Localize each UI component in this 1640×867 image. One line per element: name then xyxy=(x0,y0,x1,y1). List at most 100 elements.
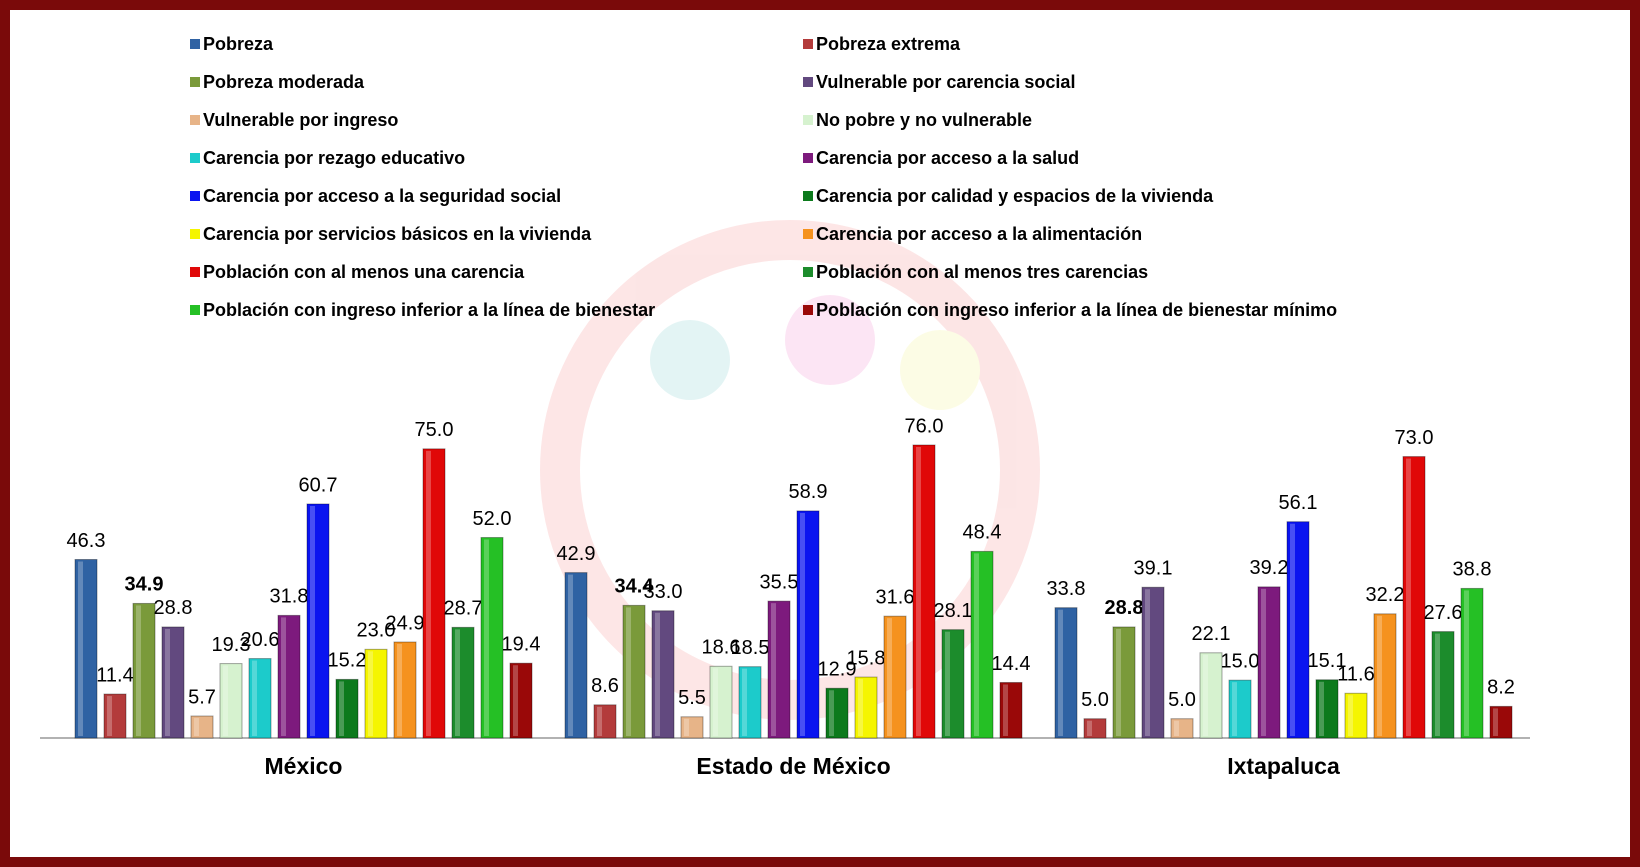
legend-swatch xyxy=(803,115,813,125)
bar-highlight xyxy=(368,651,373,736)
value-label: 31.8 xyxy=(270,586,309,608)
bar-highlight xyxy=(484,540,489,736)
legend-swatch xyxy=(803,267,813,277)
bar-highlight xyxy=(887,618,892,736)
bar-highlight xyxy=(771,603,776,736)
value-label: 31.6 xyxy=(876,586,915,608)
legend-label: Población con ingreso inferior a la líne… xyxy=(816,300,1337,320)
bar-highlight xyxy=(742,669,747,736)
value-label: 18.5 xyxy=(731,637,770,659)
bar-highlight xyxy=(107,696,112,736)
value-label: 11.4 xyxy=(96,664,133,686)
legend-swatch xyxy=(190,305,200,315)
legend-label: Carencia por servicios básicos en la viv… xyxy=(203,224,592,244)
value-label: 60.7 xyxy=(299,474,338,496)
legend-label: Carencia por rezago educativo xyxy=(203,148,465,168)
bar-highlight xyxy=(1493,708,1498,736)
legend-swatch xyxy=(803,229,813,239)
bar-highlight xyxy=(223,666,228,736)
bar-highlight xyxy=(568,575,573,736)
legend-label: Pobreza xyxy=(203,34,274,54)
bar-highlight xyxy=(136,605,141,736)
value-label: 39.2 xyxy=(1250,557,1289,579)
legend-swatch xyxy=(803,77,813,87)
value-label: 28.8 xyxy=(154,597,193,619)
bar-highlight xyxy=(165,629,170,736)
bar-highlight xyxy=(426,451,431,736)
legend-label: Vulnerable por carencia social xyxy=(816,72,1075,92)
bar-highlight xyxy=(597,707,602,736)
bar-highlight xyxy=(1319,682,1324,736)
bar-highlight xyxy=(1377,616,1382,736)
bar-highlight xyxy=(974,553,979,736)
legend-swatch xyxy=(190,153,200,163)
bar-highlight xyxy=(655,613,660,736)
value-label: 15.0 xyxy=(1221,650,1260,672)
legend-label: Pobreza extrema xyxy=(816,34,961,54)
bar-highlight xyxy=(513,665,518,736)
value-label: 14.4 xyxy=(992,653,1031,675)
bar-highlight xyxy=(252,661,257,736)
value-label: 32.2 xyxy=(1366,584,1405,606)
legend-label: Carencia por acceso a la salud xyxy=(816,148,1079,168)
value-label: 22.1 xyxy=(1192,623,1231,645)
legend-label: Población con al menos una carencia xyxy=(203,262,525,282)
value-label: 28.1 xyxy=(934,600,973,622)
value-label: 33.0 xyxy=(644,581,683,603)
value-label: 58.9 xyxy=(789,481,828,503)
value-label: 5.0 xyxy=(1168,689,1196,711)
value-label: 73.0 xyxy=(1395,427,1434,449)
legend-swatch xyxy=(190,267,200,277)
value-label: 19.4 xyxy=(502,633,541,655)
value-label: 75.0 xyxy=(415,419,454,441)
bar-highlight xyxy=(1116,629,1121,736)
legend-swatch xyxy=(803,305,813,315)
value-label: 28.7 xyxy=(444,598,483,620)
legend-swatch xyxy=(190,77,200,87)
bar-highlight xyxy=(78,562,83,736)
legend-swatch xyxy=(803,191,813,201)
bar-highlight xyxy=(858,679,863,736)
legend-label: Vulnerable por ingreso xyxy=(203,110,398,130)
bar-highlight xyxy=(1406,459,1411,736)
legend-label: Población con al menos tres carencias xyxy=(816,262,1148,282)
value-label: 5.5 xyxy=(678,687,706,709)
chart: Pobreza Pobreza extrema Pobreza moderada Vu… xyxy=(0,0,1640,867)
value-label: 33.8 xyxy=(1047,578,1086,600)
bar-highlight xyxy=(945,632,950,736)
bar-highlight xyxy=(310,506,315,736)
bar-highlight xyxy=(1232,682,1237,736)
x-tick-label: Ixtapaluca xyxy=(1227,753,1340,779)
bar-highlight xyxy=(397,644,402,736)
bar-highlight xyxy=(455,629,460,736)
bar-highlight xyxy=(1145,589,1150,736)
value-label: 42.9 xyxy=(557,543,596,565)
legend-swatch xyxy=(190,229,200,239)
bar-highlight xyxy=(1003,684,1008,736)
bar-highlight xyxy=(1290,524,1295,736)
bar-highlight xyxy=(1348,695,1353,736)
legend-swatch xyxy=(190,191,200,201)
value-label: 5.7 xyxy=(188,686,216,708)
value-label: 24.9 xyxy=(386,612,425,634)
legend-label: No pobre y no vulnerable xyxy=(816,110,1032,130)
legend-label: Carencia por calidad y espacios de la vi… xyxy=(816,186,1214,206)
value-label: 8.6 xyxy=(591,675,619,697)
value-label: 38.8 xyxy=(1453,559,1492,581)
value-label: 46.3 xyxy=(67,530,106,552)
legend-label: Carencia por acceso a la seguridad socia… xyxy=(203,186,561,206)
bar-highlight xyxy=(713,668,718,736)
legend-label: Población con ingreso inferior a la líne… xyxy=(203,300,655,320)
value-label: 27.6 xyxy=(1424,602,1463,624)
x-tick-label: México xyxy=(265,753,343,779)
value-label: 52.0 xyxy=(473,508,512,530)
bar-highlight xyxy=(339,681,344,736)
bar-highlight xyxy=(684,719,689,736)
value-label: 76.0 xyxy=(905,415,944,437)
bar-highlight xyxy=(194,718,199,736)
value-label: 15.8 xyxy=(847,647,886,669)
legend-label: Pobreza moderada xyxy=(203,72,365,92)
value-label: 20.6 xyxy=(241,629,280,651)
value-label: 8.2 xyxy=(1487,677,1515,699)
bar-highlight xyxy=(916,447,921,736)
